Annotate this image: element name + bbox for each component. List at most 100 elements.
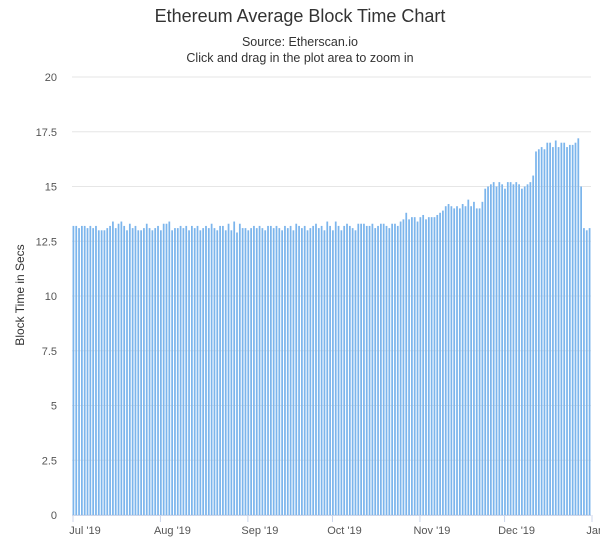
- bar[interactable]: [419, 217, 422, 515]
- bar[interactable]: [137, 230, 140, 516]
- bar[interactable]: [109, 225, 111, 516]
- bar[interactable]: [247, 230, 250, 516]
- bar[interactable]: [512, 184, 515, 515]
- bar[interactable]: [529, 182, 532, 515]
- bar[interactable]: [83, 225, 86, 516]
- bar[interactable]: [224, 230, 227, 516]
- bar[interactable]: [363, 223, 365, 516]
- bar[interactable]: [433, 217, 436, 515]
- bar[interactable]: [425, 219, 427, 515]
- bar[interactable]: [123, 225, 126, 516]
- bar[interactable]: [568, 144, 571, 515]
- bar[interactable]: [95, 225, 97, 516]
- bar[interactable]: [396, 225, 399, 516]
- bar[interactable]: [92, 228, 95, 516]
- bar[interactable]: [408, 219, 410, 515]
- bar[interactable]: [478, 208, 481, 515]
- bar[interactable]: [267, 225, 269, 516]
- bar[interactable]: [560, 142, 563, 515]
- bar[interactable]: [227, 223, 230, 516]
- bar[interactable]: [543, 149, 546, 515]
- bar[interactable]: [278, 228, 281, 516]
- bar[interactable]: [301, 228, 303, 516]
- bar[interactable]: [258, 225, 261, 516]
- bar[interactable]: [289, 225, 292, 516]
- bar[interactable]: [309, 228, 312, 516]
- bar[interactable]: [261, 228, 264, 516]
- bar[interactable]: [574, 142, 577, 515]
- bar[interactable]: [506, 182, 509, 515]
- bar[interactable]: [219, 225, 221, 516]
- bar[interactable]: [165, 223, 168, 516]
- bar[interactable]: [86, 228, 89, 516]
- bar[interactable]: [436, 214, 439, 515]
- bar[interactable]: [320, 225, 323, 516]
- bar[interactable]: [537, 149, 540, 515]
- bar[interactable]: [504, 188, 506, 515]
- bar[interactable]: [106, 228, 109, 516]
- bar[interactable]: [112, 221, 114, 516]
- bar[interactable]: [230, 230, 233, 516]
- bar[interactable]: [557, 147, 560, 515]
- bar[interactable]: [473, 201, 475, 515]
- bar[interactable]: [171, 230, 174, 516]
- bar[interactable]: [456, 206, 458, 515]
- bar[interactable]: [585, 230, 588, 516]
- bar[interactable]: [188, 230, 190, 516]
- bar[interactable]: [236, 232, 238, 516]
- bar[interactable]: [78, 228, 80, 516]
- bar[interactable]: [535, 151, 537, 515]
- bar[interactable]: [368, 225, 371, 516]
- bar[interactable]: [583, 228, 585, 516]
- bar[interactable]: [143, 228, 145, 516]
- bar[interactable]: [162, 223, 165, 516]
- bar-series[interactable]: [72, 138, 591, 516]
- bar[interactable]: [467, 199, 470, 515]
- bar[interactable]: [577, 138, 580, 515]
- bar[interactable]: [351, 228, 354, 516]
- bar[interactable]: [427, 217, 430, 515]
- bar[interactable]: [298, 225, 300, 516]
- bar[interactable]: [89, 225, 92, 516]
- bar[interactable]: [213, 228, 216, 516]
- bar[interactable]: [205, 225, 207, 516]
- bar[interactable]: [193, 228, 196, 516]
- bar[interactable]: [371, 223, 374, 516]
- bar[interactable]: [348, 225, 351, 516]
- bar[interactable]: [360, 223, 362, 516]
- bar[interactable]: [526, 184, 529, 515]
- bar[interactable]: [388, 228, 391, 516]
- bar[interactable]: [131, 228, 134, 516]
- bar[interactable]: [145, 223, 148, 516]
- bar[interactable]: [114, 228, 117, 516]
- bar[interactable]: [346, 223, 348, 516]
- bar[interactable]: [540, 147, 543, 515]
- bar[interactable]: [416, 221, 419, 516]
- bar[interactable]: [580, 186, 582, 516]
- bar[interactable]: [97, 230, 100, 516]
- bar[interactable]: [148, 228, 151, 516]
- bar[interactable]: [176, 228, 179, 516]
- bar[interactable]: [284, 225, 286, 516]
- bar[interactable]: [447, 204, 450, 515]
- bar[interactable]: [306, 230, 309, 516]
- bar[interactable]: [402, 219, 405, 515]
- bar[interactable]: [326, 221, 329, 516]
- bar[interactable]: [210, 223, 213, 516]
- bar[interactable]: [312, 225, 315, 516]
- bar[interactable]: [329, 225, 331, 516]
- bar[interactable]: [357, 223, 360, 516]
- bar[interactable]: [481, 201, 484, 515]
- bar[interactable]: [487, 186, 489, 516]
- bar[interactable]: [566, 147, 568, 515]
- bar[interactable]: [509, 182, 512, 515]
- bar[interactable]: [272, 228, 275, 516]
- bar[interactable]: [253, 225, 255, 516]
- bar[interactable]: [484, 188, 487, 515]
- bar[interactable]: [399, 221, 402, 516]
- bar[interactable]: [81, 225, 83, 516]
- bar[interactable]: [75, 225, 78, 516]
- bar[interactable]: [442, 210, 444, 515]
- bar[interactable]: [492, 182, 495, 515]
